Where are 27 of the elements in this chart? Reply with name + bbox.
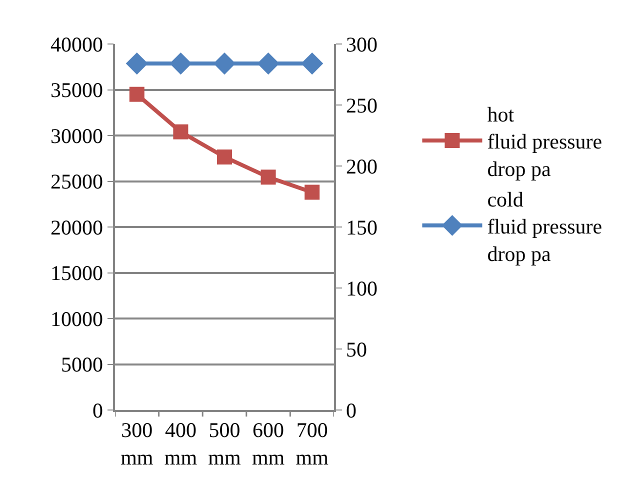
y2-tick-label: 300	[346, 32, 378, 56]
point	[304, 184, 320, 200]
x-tick-label: 500 mm	[208, 418, 241, 470]
y-tick-label: 20000	[50, 215, 104, 240]
x-tick-label: 600 mm	[252, 418, 285, 470]
y-tick-label: 10000	[50, 306, 104, 331]
x-tick-label: 700 mm	[296, 418, 328, 470]
y2-tick-label: 200	[346, 154, 378, 178]
point	[217, 150, 232, 164]
y-tick-label: 40000	[50, 32, 104, 56]
point	[260, 170, 276, 185]
y-tick-label: 15000	[50, 261, 104, 286]
y2-tick-label: 250	[346, 93, 378, 118]
y2-tick-label: 100	[346, 276, 378, 300]
y-tick-label: 30000	[50, 124, 104, 148]
y-tick-label: 35000	[50, 78, 104, 102]
point	[173, 124, 188, 140]
y-tick-label: 5000	[61, 352, 104, 377]
y-tick-label: 25000	[50, 170, 104, 194]
legend-label: cold fluid pressure drop pa	[487, 187, 602, 266]
y2-tick-label: 150	[346, 215, 378, 240]
y2-tick-label: 0	[346, 398, 356, 422]
x-tick-label: 400 mm	[164, 418, 198, 470]
y2-tick-label: 50	[346, 337, 367, 362]
y-tick-label: 0	[92, 398, 104, 422]
x-tick-label: 300 mm	[120, 418, 154, 470]
point	[129, 86, 144, 102]
